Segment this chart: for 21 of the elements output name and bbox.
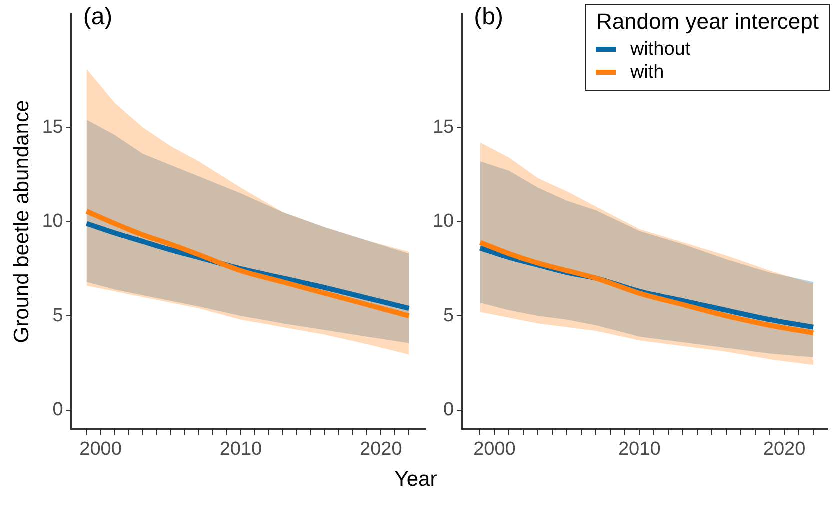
- y-tick-label: 15: [432, 116, 454, 138]
- y-tick-label: 0: [52, 400, 64, 421]
- x-tick-label: 2000: [474, 438, 516, 460]
- x-axis-title: Year: [394, 468, 438, 492]
- legend-title: Random year intercept: [596, 9, 819, 35]
- y-tick-label: 10: [432, 211, 454, 232]
- y-tick-label: 10: [42, 211, 64, 232]
- y-tick-label: 5: [52, 305, 64, 326]
- x-tick-label: 2020: [360, 438, 402, 460]
- x-tick-label: 2020: [763, 438, 806, 460]
- x-tick-label: 2010: [618, 438, 661, 460]
- y-axis-title: Ground beetle abundance: [10, 100, 34, 344]
- x-tick-label: 2010: [220, 438, 262, 460]
- chart-title: (a): [83, 4, 113, 31]
- y-tick-label: 0: [444, 400, 454, 421]
- y-tick-label: 15: [42, 116, 64, 138]
- legend-label: without: [630, 38, 691, 60]
- x-tick-label: 2000: [80, 438, 122, 460]
- y-tick-label: 5: [444, 305, 454, 326]
- legend-label: with: [630, 62, 664, 84]
- chart-title: (b): [474, 4, 504, 31]
